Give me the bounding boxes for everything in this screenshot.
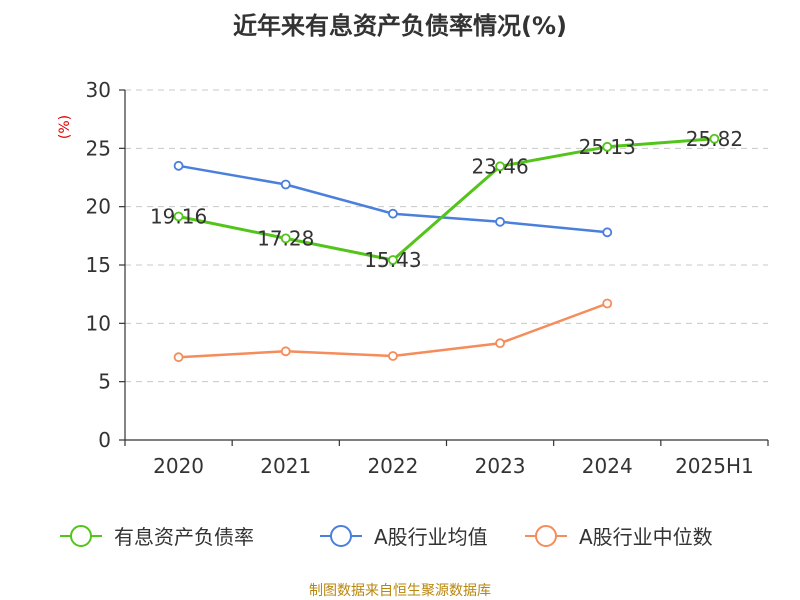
data-point [388,351,398,361]
legend-label: A股行业中位数 [579,525,713,549]
series [173,133,720,363]
y-tick-label: 25 [86,136,111,160]
data-point [709,133,720,144]
legend-label: A股行业均值 [374,525,488,549]
grid-lines [125,89,768,383]
series-line [178,137,715,262]
data-label: 17.28 [257,226,314,250]
x-tick-label: 2022 [367,454,418,478]
y-tick-label: 5 [98,370,111,394]
data-label: 15.43 [364,248,421,272]
data-point [602,298,613,309]
chart-title: 近年来有息资产负债率情况(%) [233,12,567,40]
source-note: 制图数据来自恒生聚源数据库 [309,583,491,599]
legend-label: 有息资产负债率 [114,525,254,549]
data-point [173,352,184,363]
x-tick-label: 2023 [475,454,526,478]
data-label: 25.82 [686,127,743,151]
data-label: 19.16 [150,204,207,228]
legend-swatch-marker [535,525,557,547]
y-tick-label: 0 [98,428,111,452]
y-axis-unit: (%) [57,115,73,139]
data-point [388,208,398,219]
data-point [495,338,505,349]
data-point [173,211,184,222]
legend-swatch-marker [70,525,92,547]
x-tick-label: 2025H1 [675,454,754,478]
data-point [280,346,291,357]
data-point [388,255,398,265]
y-tick-label: 15 [86,253,111,277]
series-line [178,164,608,234]
y-tick-label: 30 [86,78,111,102]
data-point [602,227,613,238]
x-tick-label: 2020 [153,454,204,478]
axes: 0 5 10 15 20 25 30 2020 2021 2022 2023 2024 2025H1 [86,78,769,478]
data-point [173,160,184,171]
data-labels: 19.16 17.28 15.43 23.46 25.13 25.82 [150,127,743,272]
legend-swatch-marker [330,525,352,547]
data-point [280,179,291,190]
data-point [602,141,613,152]
data-point [280,233,291,244]
x-tick-label: 2024 [582,454,633,478]
series-line [178,302,608,359]
data-point [495,216,505,227]
data-point [495,161,505,172]
data-label: 23.46 [471,154,528,178]
legend: 有息资产负债率 A股行业均值 A股行业中位数 [60,525,713,549]
x-tick-label: 2021 [260,454,311,478]
y-tick-label: 10 [86,311,111,335]
y-tick-label: 20 [86,195,111,219]
data-label: 25.13 [579,135,636,159]
